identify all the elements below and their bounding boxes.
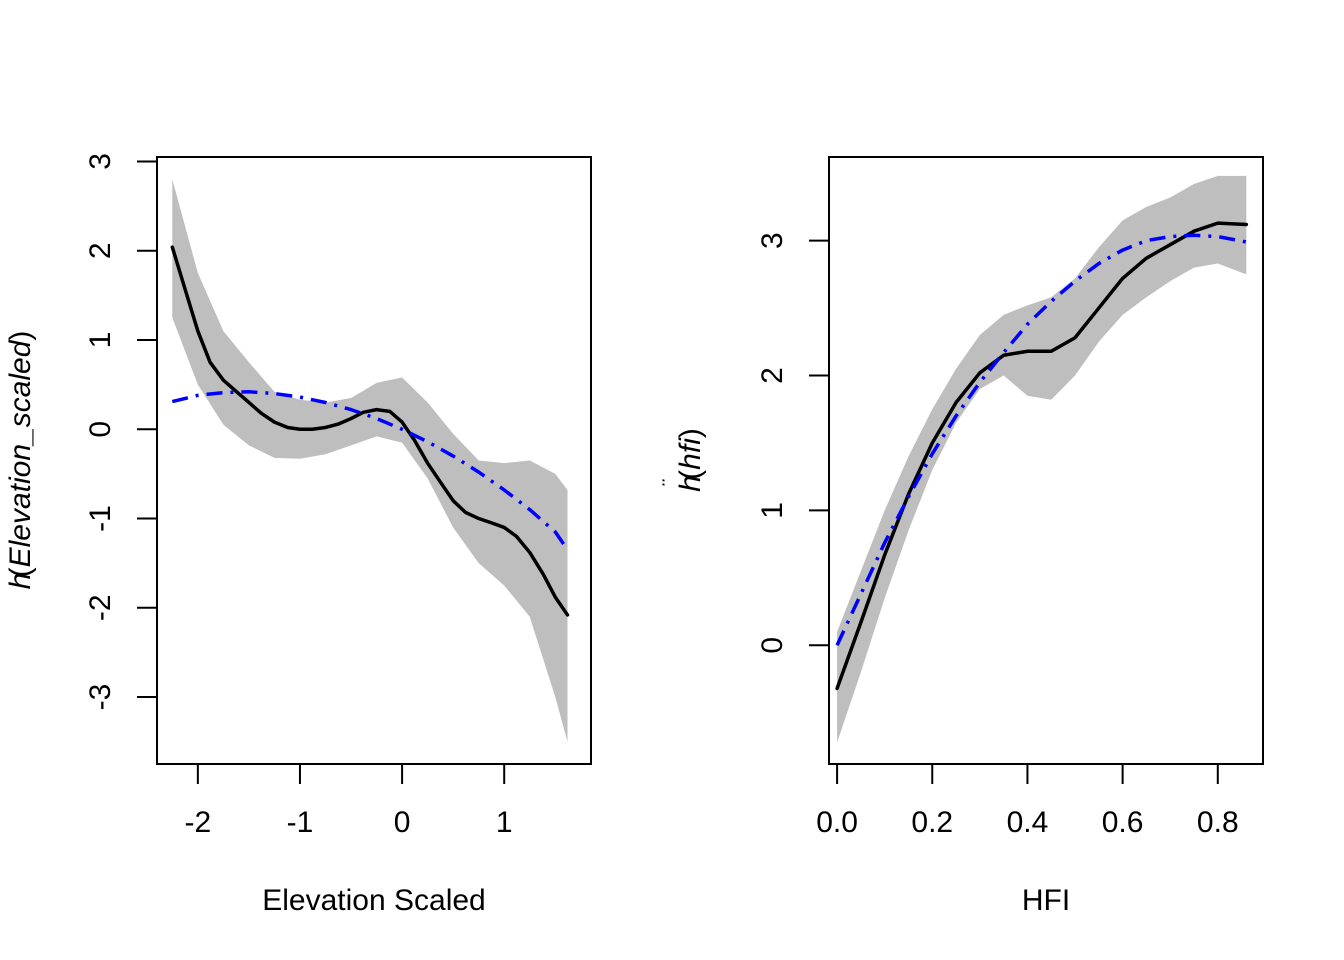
x-tick-label: 0.0 xyxy=(816,806,858,839)
x-tick-label: 0.2 xyxy=(911,806,953,839)
y-axis-title: h¨(hfi) xyxy=(658,428,707,492)
y-axis-title-close-paren: ) xyxy=(674,428,707,438)
series-layer xyxy=(835,221,1249,691)
y-axis-title: h¨(Elevation_scaled) xyxy=(0,331,37,590)
y-axis-title-arg: Elevation_scaled xyxy=(4,339,37,567)
y-tick-label: 2 xyxy=(756,367,789,384)
x-axis: 0.0 0.2 0.4 0.6 0.8 xyxy=(816,763,1239,839)
panel-elevation: -2 -1 0 1 -3 -2 -1 0 1 2 3 Elevation Scaled h¨(El… xyxy=(0,153,592,917)
y-axis-title-accent: ¨ xyxy=(658,479,683,487)
series-layer xyxy=(170,245,570,617)
x-axis: -2 -1 0 1 xyxy=(185,763,513,839)
x-tick-label: 0 xyxy=(394,806,411,839)
y-axis-title-base: h xyxy=(674,475,707,492)
fitted-line xyxy=(835,221,1249,691)
y-tick-label: 3 xyxy=(84,153,117,170)
y-tick-label: 1 xyxy=(756,502,789,519)
confidence-band xyxy=(837,175,1247,743)
y-axis-title-accent: ¨ xyxy=(0,577,13,585)
y-tick-label: 0 xyxy=(84,421,117,438)
fitted-line xyxy=(170,245,570,617)
y-tick-label: 3 xyxy=(756,232,789,249)
x-axis-title: Elevation Scaled xyxy=(262,884,485,917)
y-tick-label: -2 xyxy=(84,594,117,621)
y-axis-title-open-paren: ( xyxy=(674,470,707,480)
y-tick-label: -3 xyxy=(84,684,117,711)
y-axis-title-open-paren: ( xyxy=(4,567,37,577)
y-tick-label: -1 xyxy=(84,505,117,532)
x-tick-label: 1 xyxy=(496,806,513,839)
x-axis-title: HFI xyxy=(1022,884,1070,917)
y-tick-label: 2 xyxy=(84,242,117,259)
x-tick-label: 0.8 xyxy=(1197,806,1239,839)
reference-dotdash-line xyxy=(835,233,1247,647)
y-tick-label: 1 xyxy=(84,332,117,349)
confidence-band-layer xyxy=(837,175,1247,743)
y-axis-title-base: h xyxy=(4,573,37,590)
x-tick-label: 0.6 xyxy=(1102,806,1144,839)
y-axis-title-arg: hfi xyxy=(674,437,707,470)
x-tick-label: -1 xyxy=(287,806,314,839)
y-axis: -3 -2 -1 0 1 2 3 xyxy=(84,153,158,711)
panel-hfi: 0.0 0.2 0.4 0.6 0.8 0 1 2 3 HFI h¨(hfi) xyxy=(658,156,1264,917)
y-axis: 0 1 2 3 xyxy=(756,232,830,654)
x-tick-label: 0.4 xyxy=(1007,806,1049,839)
x-tick-label: -2 xyxy=(185,806,212,839)
y-axis-title-close-paren: ) xyxy=(4,331,37,341)
y-tick-label: 0 xyxy=(756,637,789,654)
reference-dotdash-line xyxy=(171,390,569,551)
